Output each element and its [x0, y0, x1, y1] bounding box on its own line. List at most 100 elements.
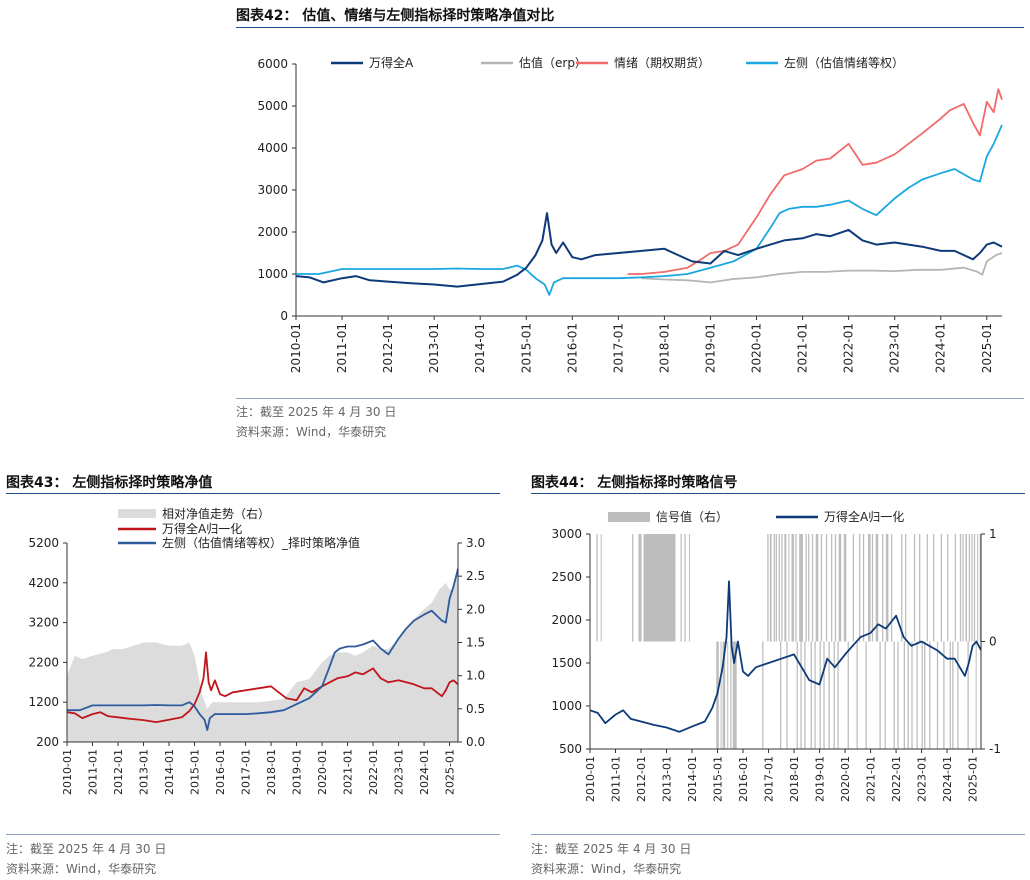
fig43-x-tick-label: 2016-01 [214, 749, 227, 795]
fig44-signal-bar-negative [952, 641, 954, 749]
fig44-signal-bar-positive [940, 534, 942, 642]
fig44-x-tick-label: 2016-01 [737, 756, 750, 802]
fig44-y-tick-label: 1000 [551, 699, 582, 713]
fig42-series-line-2 [627, 88, 1003, 275]
fig43-source: 资料来源：Wind，华泰研究 [6, 862, 157, 876]
fig44-signal-bar-negative [823, 641, 825, 749]
fig43-x-tick-label: 2018-01 [265, 749, 278, 795]
fig42-title-rule [236, 27, 1024, 28]
fig43-x-tick-label: 2015-01 [189, 749, 202, 795]
fig44-signal-bar-positive [788, 534, 790, 642]
fig43-y2-tick-label: 1.0 [466, 669, 485, 683]
fig44-signal-bar-negative [879, 641, 881, 749]
fig44-signal-bar-positive [825, 534, 828, 642]
fig42-x-tick-label: 2010-01 [289, 323, 303, 373]
fig42-y-tick-label: 3000 [257, 183, 288, 197]
fig44-signal-bar-positive [862, 534, 865, 642]
fig42-legend-label: 万得全A [369, 55, 414, 70]
fig44-signal-bar-negative [727, 641, 729, 749]
fig44-signal-bar-negative [924, 641, 926, 749]
fig44-signal-bar-positive [852, 534, 854, 642]
fig42-x-tick-label: 2025-01 [980, 323, 994, 373]
fig44-signal-bar-negative [786, 641, 788, 749]
fig44-signal-bar-positive [962, 534, 964, 642]
fig44-signal-bar-positive [959, 534, 962, 642]
fig44-signal-bar-positive [791, 534, 795, 642]
fig42-series-line-1 [641, 252, 1003, 284]
fig43-y2-tick-label: 1.5 [466, 636, 485, 650]
fig44-signal-bar-positive [954, 534, 957, 642]
fig44-signal-bar-positive [784, 534, 787, 642]
fig44-signal-bar-negative [847, 641, 849, 749]
fig43-bottom-rule [6, 834, 500, 835]
fig42-x-tick-label: 2020-01 [750, 323, 764, 373]
fig42-x-tick-label: 2019-01 [703, 323, 717, 373]
fig44-title: 图表44： 左侧指标择时策略信号 [531, 475, 738, 491]
fig44-signal-bar-positive [947, 534, 949, 642]
fig44-signal-bar-positive [904, 534, 907, 642]
fig44-signal-bar-positive [838, 534, 842, 642]
fig44-signal-bar-negative [720, 641, 722, 749]
fig43-x-tick-label: 2019-01 [291, 749, 304, 795]
fig44-signal-bar-negative [929, 641, 931, 749]
fig44-signal-bar-positive [799, 534, 803, 642]
fig43-x-tick-label: 2024-01 [418, 749, 431, 795]
fig44-y-tick-label: 2500 [551, 570, 582, 584]
fig42-legend-label: 情绪（期权期货） [614, 55, 710, 70]
fig42-legend-label: 左侧（估值情绪等权） [784, 55, 904, 70]
fig42-title: 图表42： 估值、情绪与左侧指标择时策略净值对比 [236, 8, 555, 24]
fig43-chart: 200 1200 2200 3200 4200 5200 0.0 0.5 1.0 1.5 2.0 2.… [28, 506, 485, 795]
fig44-signal-bar-negative [907, 641, 909, 749]
fig43-series-line-1 [66, 651, 459, 723]
fig44-signal-bar-negative [911, 641, 913, 749]
fig44-signal-bar-positive [885, 534, 889, 642]
fig43-x-tick-label: 2017-01 [240, 749, 253, 795]
fig44-signal-bar-negative [796, 641, 798, 749]
fig44-signal-bar-negative [762, 641, 764, 749]
fig44-y2-tick-label: -1 [989, 742, 1001, 756]
fig42-x-tick-label: 2018-01 [657, 323, 671, 373]
fig42-x-tick-label: 2016-01 [565, 323, 579, 373]
fig44-signal-bar-positive [868, 534, 871, 642]
fig44-signal-bar-negative [957, 641, 959, 749]
fig44-signal-bar-positive [596, 534, 598, 642]
fig44-signal-bar-negative [936, 641, 939, 749]
fig44-signal-bar-positive [901, 534, 903, 642]
fig44-x-tick-label: 2021-01 [865, 756, 878, 802]
fig44-signal-bar-negative [732, 641, 737, 749]
fig44-legend-label: 万得全A归一化 [824, 509, 904, 524]
fig42-x-tick-label: 2013-01 [427, 323, 441, 373]
fig43-y2-tick-label: 2.0 [466, 602, 485, 616]
fig42-legend-label: 估值（erp） [519, 55, 587, 70]
fig44-signal-bar-negative [722, 641, 726, 749]
fig43-x-tick-label: 2021-01 [342, 749, 355, 795]
fig43-x-tick-label: 2025-01 [444, 749, 457, 795]
fig42-y-tick-label: 4000 [257, 141, 288, 155]
fig42-x-tick-label: 2011-01 [335, 323, 349, 373]
fig44-signal-bar-positive [767, 534, 769, 642]
fig44-y2-tick-label: 0 [989, 635, 997, 649]
fig44-signal-bar-positive [919, 534, 921, 642]
fig44-signal-bar-positive [769, 534, 772, 642]
fig42-x-tick-label: 2015-01 [519, 323, 533, 373]
fig42-x-tick-label: 2021-01 [796, 323, 810, 373]
fig44-x-tick-label: 2025-01 [967, 756, 980, 802]
fig43-y2-tick-label: 3.0 [466, 536, 485, 550]
fig44-x-tick-label: 2015-01 [712, 756, 725, 802]
fig44-signal-bar-positive [831, 534, 833, 642]
fig44-signal-bar-negative [903, 641, 905, 749]
fig42-y-tick-label: 2000 [257, 225, 288, 239]
fig42-note: 注：截至 2025 年 4 月 30 日 [236, 405, 397, 419]
fig44-signal-bar-negative [780, 641, 782, 749]
fig44-signal-bar-negative [967, 641, 969, 749]
fig44-signal-bar-positive [859, 534, 861, 642]
fig44-signal-bar-positive [781, 534, 783, 642]
fig44-signal-bar-positive [805, 534, 807, 642]
fig44-x-tick-label: 2017-01 [763, 756, 776, 802]
fig43-x-tick-label: 2012-01 [112, 749, 125, 795]
fig44-signal-bar-negative [856, 641, 858, 749]
fig43-y-tick-label: 3200 [28, 616, 59, 630]
fig43-y-tick-label: 2200 [28, 655, 59, 669]
fig43-y2-tick-label: 2.5 [466, 569, 485, 583]
fig44-chart: 500 1000 1500 2000 2500 3000 -1 0 1 2010-01 2011-0… [551, 509, 1001, 802]
